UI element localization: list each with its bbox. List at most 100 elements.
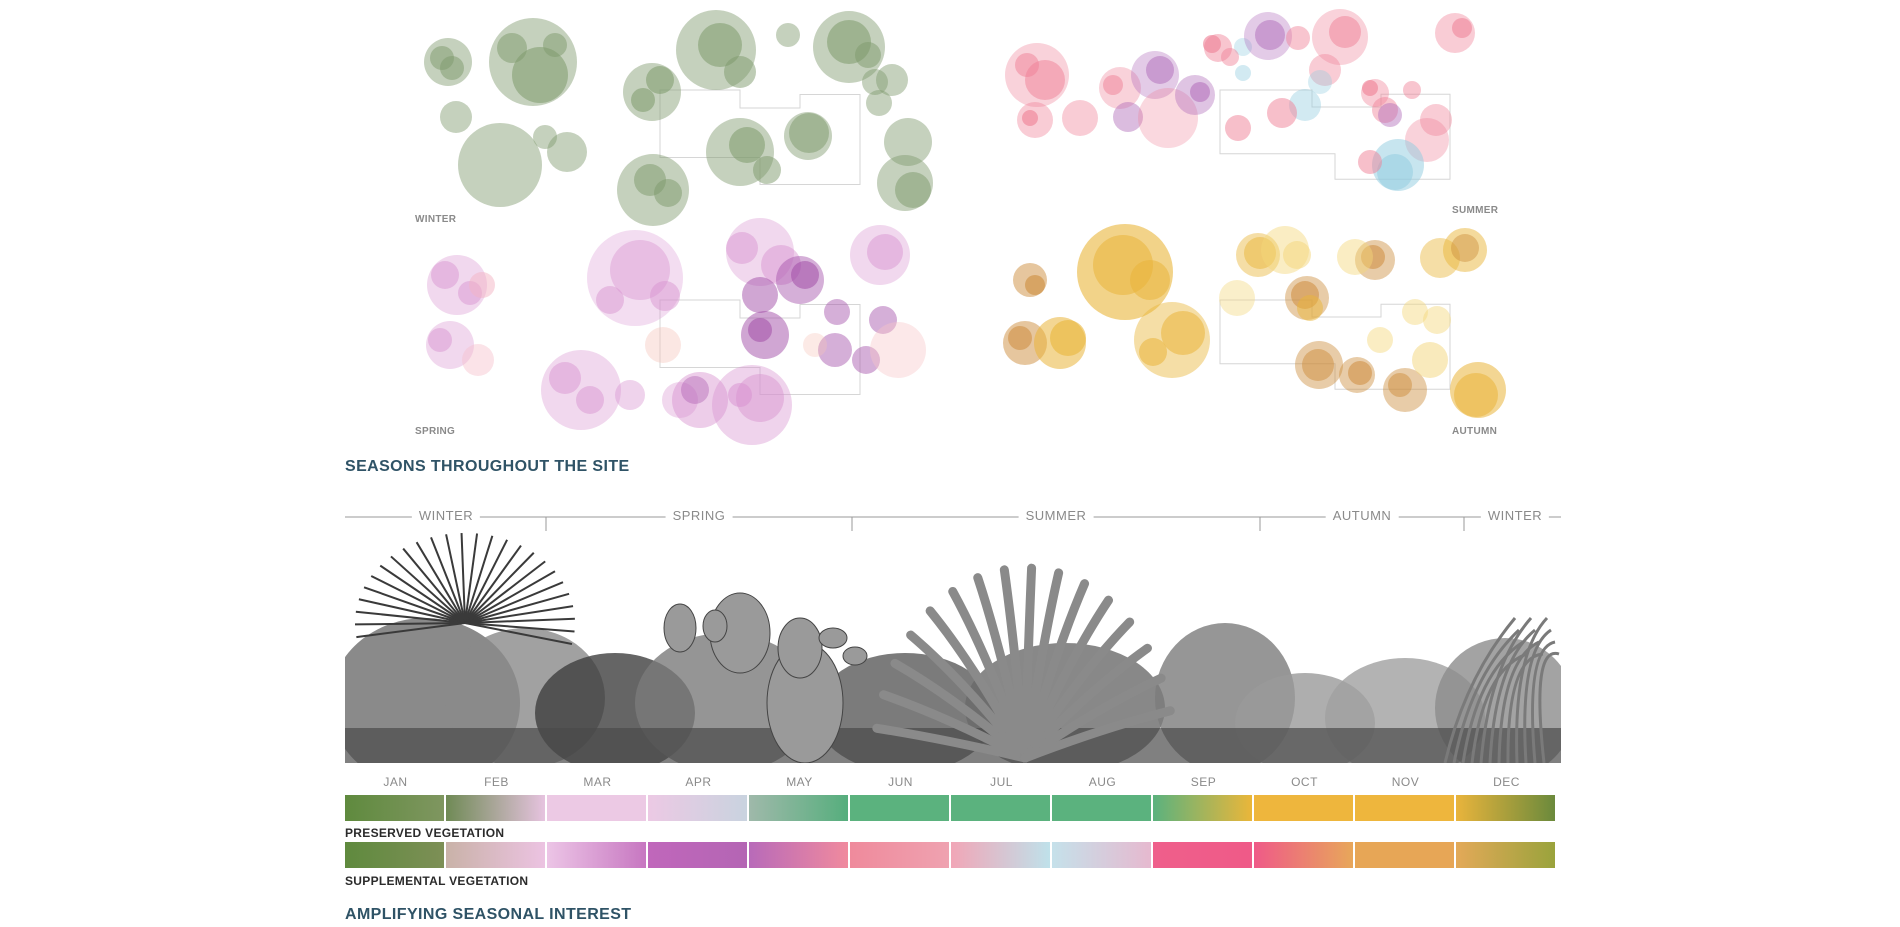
plant-bubble bbox=[869, 306, 897, 334]
plant-silhouette bbox=[842, 646, 868, 666]
plant-bubble bbox=[1423, 306, 1451, 334]
month-jul: JUL bbox=[990, 775, 1013, 789]
plant-silhouette bbox=[464, 535, 494, 624]
plant-bubble bbox=[426, 321, 474, 369]
plant-bubble bbox=[1372, 97, 1398, 123]
plant-silhouette bbox=[702, 609, 728, 643]
plant-bubble bbox=[458, 123, 542, 207]
plant-bubble bbox=[1130, 260, 1170, 300]
preserved-vegetation-bar bbox=[345, 795, 1561, 821]
plant-bubble bbox=[1361, 245, 1385, 269]
plant-silhouette bbox=[460, 533, 466, 624]
supplemental-segment-dec bbox=[1456, 842, 1555, 868]
plant-silhouette bbox=[464, 539, 508, 624]
plant-bubble bbox=[543, 33, 567, 57]
plant-bubble bbox=[1161, 311, 1205, 355]
season-label-autumn: AUTUMN bbox=[1325, 508, 1399, 523]
plant-bubble bbox=[876, 64, 908, 96]
plant-bubble bbox=[1139, 338, 1167, 366]
plant-bubble bbox=[1255, 20, 1285, 50]
month-feb: FEB bbox=[484, 775, 509, 789]
plant-bubble bbox=[541, 350, 621, 430]
plant-bubble bbox=[1412, 342, 1448, 378]
plant-bubble bbox=[1221, 48, 1239, 66]
plant-silhouette bbox=[464, 592, 570, 624]
plant-bubble bbox=[1267, 98, 1297, 128]
plant-silhouette bbox=[1020, 673, 1166, 763]
preserved-segment-jun bbox=[850, 795, 949, 821]
plant-bubble bbox=[726, 218, 794, 286]
plan-summer bbox=[1005, 9, 1475, 191]
plant-bubble bbox=[512, 47, 568, 103]
month-dec: DEC bbox=[1493, 775, 1520, 789]
plant-silhouette bbox=[1479, 617, 1533, 763]
plant-bubble bbox=[650, 281, 680, 311]
preserved-segment-feb bbox=[446, 795, 545, 821]
preserved-segment-oct bbox=[1254, 795, 1353, 821]
plant-bubble bbox=[791, 261, 819, 289]
plant-bubble bbox=[712, 365, 792, 445]
plant-silhouette bbox=[1020, 706, 1175, 763]
plant-bubble bbox=[870, 322, 926, 378]
plant-bubble bbox=[1378, 103, 1402, 127]
plan-winter bbox=[424, 10, 933, 226]
plant-bubble bbox=[1203, 35, 1221, 53]
plant-silhouette bbox=[1470, 652, 1528, 763]
preserved-segment-aug bbox=[1052, 795, 1151, 821]
plant-silhouette bbox=[464, 605, 574, 624]
season-label-summer: SUMMER bbox=[1018, 508, 1094, 523]
supplemental-segment-aug bbox=[1052, 842, 1151, 868]
plant-bubble bbox=[646, 66, 674, 94]
plant-silhouette bbox=[777, 617, 823, 679]
summer-plan-label: SUMMER bbox=[1452, 205, 1499, 216]
supplemental-segment-nov bbox=[1355, 842, 1454, 868]
supplemental-segment-jul bbox=[951, 842, 1050, 868]
plant-bubble bbox=[662, 382, 698, 418]
plant-bubble bbox=[698, 23, 742, 67]
plant-bubble bbox=[1367, 327, 1393, 353]
plant-bubble bbox=[431, 261, 459, 289]
plant-silhouette bbox=[1443, 617, 1517, 763]
plant-bubble bbox=[729, 127, 765, 163]
plant-bubble bbox=[1022, 110, 1038, 126]
seasons-site-title: SEASONS THROUGHOUT THE SITE bbox=[345, 458, 630, 475]
spring-plan-label: SPRING bbox=[415, 426, 456, 437]
plant-bubble bbox=[1308, 70, 1332, 94]
plant-silhouette bbox=[358, 598, 466, 624]
plant-silhouette bbox=[379, 564, 466, 624]
plant-bubble bbox=[803, 333, 827, 357]
plant-bubble bbox=[1234, 38, 1252, 56]
supplemental-segment-feb bbox=[446, 842, 545, 868]
preserved-segment-sep bbox=[1153, 795, 1252, 821]
seasonal-site-plans bbox=[424, 9, 1506, 445]
preserved-segment-mar bbox=[547, 795, 646, 821]
plant-bubble bbox=[440, 56, 464, 80]
plant-bubble bbox=[1008, 326, 1032, 350]
plant-bubble bbox=[1377, 154, 1413, 190]
month-jan: JAN bbox=[383, 775, 408, 789]
plant-bubble bbox=[1443, 228, 1487, 272]
plant-silhouette bbox=[415, 541, 466, 624]
plant-silhouette bbox=[663, 603, 697, 653]
plant-bubble bbox=[818, 333, 852, 367]
month-mar: MAR bbox=[583, 775, 612, 789]
plant-silhouette bbox=[402, 547, 466, 624]
plant-silhouette bbox=[1538, 651, 1560, 763]
plant-bubble bbox=[672, 372, 728, 428]
plant-bubble bbox=[1025, 275, 1045, 295]
building-outline bbox=[659, 299, 861, 395]
plant-bubble bbox=[850, 225, 910, 285]
plant-bubble bbox=[1451, 234, 1479, 262]
plant-silhouette bbox=[464, 570, 556, 624]
plant-silhouette bbox=[390, 555, 466, 624]
plant-bubble bbox=[895, 172, 931, 208]
plant-bubble bbox=[726, 232, 758, 264]
plant-bubble bbox=[462, 344, 494, 376]
plant-silhouette bbox=[464, 560, 546, 624]
plant-bubble bbox=[610, 240, 670, 300]
plant-bubble bbox=[1329, 16, 1361, 48]
plant-silhouette bbox=[872, 723, 1030, 763]
plant-bubble bbox=[1403, 81, 1421, 99]
building-outline bbox=[1219, 89, 1451, 180]
plant-bubble bbox=[742, 277, 778, 313]
